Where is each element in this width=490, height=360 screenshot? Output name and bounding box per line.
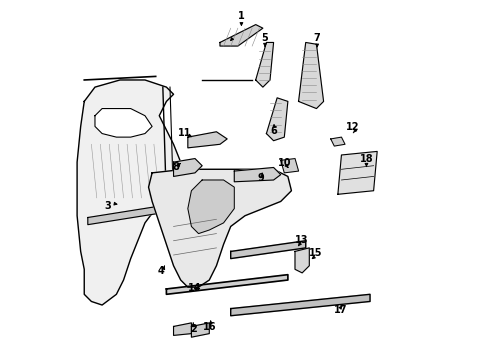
Polygon shape bbox=[331, 137, 345, 146]
Polygon shape bbox=[88, 205, 167, 225]
Polygon shape bbox=[220, 24, 263, 46]
Polygon shape bbox=[173, 158, 202, 176]
Polygon shape bbox=[188, 132, 227, 148]
Text: 15: 15 bbox=[309, 248, 322, 258]
Text: 9: 9 bbox=[258, 173, 265, 183]
Polygon shape bbox=[188, 180, 234, 234]
Text: 6: 6 bbox=[270, 126, 277, 136]
Text: 11: 11 bbox=[177, 128, 191, 138]
Text: 5: 5 bbox=[261, 33, 268, 43]
Polygon shape bbox=[295, 248, 309, 273]
Polygon shape bbox=[256, 42, 273, 87]
Text: 1: 1 bbox=[238, 12, 245, 21]
Polygon shape bbox=[267, 98, 288, 141]
Text: 18: 18 bbox=[360, 154, 373, 164]
Polygon shape bbox=[167, 275, 288, 294]
Text: 4: 4 bbox=[158, 266, 165, 276]
Text: 7: 7 bbox=[313, 33, 320, 43]
Text: 12: 12 bbox=[346, 122, 360, 132]
Polygon shape bbox=[192, 323, 209, 337]
Polygon shape bbox=[95, 109, 152, 137]
Text: 14: 14 bbox=[188, 283, 201, 293]
Text: 8: 8 bbox=[172, 162, 179, 172]
Polygon shape bbox=[234, 167, 281, 182]
Polygon shape bbox=[148, 169, 292, 287]
Polygon shape bbox=[231, 241, 306, 258]
Polygon shape bbox=[298, 42, 323, 109]
Polygon shape bbox=[77, 80, 184, 305]
Polygon shape bbox=[231, 294, 370, 316]
Text: 3: 3 bbox=[104, 201, 111, 211]
Text: 16: 16 bbox=[203, 322, 217, 332]
Text: 17: 17 bbox=[334, 305, 347, 315]
Text: 13: 13 bbox=[294, 235, 308, 245]
Text: 10: 10 bbox=[277, 158, 291, 168]
Polygon shape bbox=[338, 152, 377, 194]
Text: 2: 2 bbox=[190, 324, 196, 334]
Polygon shape bbox=[173, 323, 192, 336]
Polygon shape bbox=[281, 158, 298, 173]
